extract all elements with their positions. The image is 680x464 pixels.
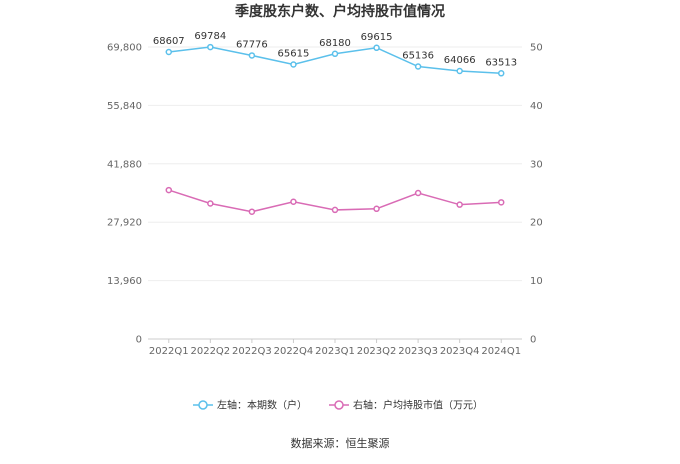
data-point (248, 52, 256, 59)
legend-label: 右轴：户均持股市值（万元） (353, 399, 483, 412)
x-axis-tick-label: 2022Q4 (274, 346, 314, 357)
right-axis-tick-label: 40 (530, 101, 543, 112)
x-axis-tick-label: 2022Q2 (190, 346, 230, 357)
data-point (207, 43, 214, 51)
x-axis-tick-label: 2023Q2 (357, 346, 397, 357)
data-point (207, 200, 214, 207)
left-axis-tick-label: 69,800 (107, 43, 142, 54)
data-label: 65136 (402, 51, 434, 62)
grid-lines (148, 46, 522, 340)
data-label: 69784 (194, 31, 226, 42)
data-point (456, 201, 463, 208)
legend-item-1[interactable]: 右轴：户均持股市值（万元） (329, 399, 483, 412)
x-axis-tick-label: 2023Q4 (440, 346, 480, 357)
data-point (497, 199, 505, 206)
x-axis-tick-label: 2022Q1 (149, 346, 189, 357)
data-point (165, 186, 173, 194)
data-label: 69615 (361, 32, 393, 43)
right-axis-tick-label: 50 (530, 43, 543, 54)
data-label: 68180 (319, 38, 351, 49)
x-axis-tick-label: 2023Q1 (315, 346, 355, 357)
chart-title: 季度股东户数、户均持股市值情况 (234, 3, 445, 20)
x-axis: 2022Q1 2022Q2 2022Q3 2022Q4 2023Q1 2023Q2 2023… (149, 339, 521, 357)
data-point (497, 70, 505, 77)
data-source: 数据来源：恒生聚源 (291, 436, 390, 450)
data-point (373, 44, 380, 52)
data-point (290, 61, 297, 68)
right-axis-tick-label: 0 (530, 335, 536, 346)
data-point (414, 63, 422, 70)
legend-item-0[interactable]: 左轴：本期数（户） (193, 399, 307, 412)
left-axis-tick-label: 41,880 (107, 159, 142, 170)
data-point (248, 208, 256, 215)
left-axis-tick-label: 0 (136, 335, 142, 346)
data-label: 68607 (153, 36, 185, 47)
left-axis-tick-label: 55,840 (107, 101, 142, 112)
x-axis-tick-label: 2024Q1 (481, 346, 521, 357)
x-axis-tick-label: 2023Q3 (398, 346, 438, 357)
data-label: 64066 (444, 55, 476, 66)
legend: 左轴：本期数（户） 右轴：户均持股市值（万元） (193, 399, 483, 412)
data-point (290, 198, 297, 206)
data-label: 63513 (485, 57, 517, 68)
legend-swatch-marker (334, 400, 344, 410)
legend-label: 左轴：本期数（户） (217, 399, 307, 412)
legend-swatch-marker (198, 400, 208, 410)
right-axis-tick-label: 10 (530, 276, 543, 287)
data-point (373, 205, 380, 213)
x-axis-tick-label: 2022Q3 (232, 346, 272, 357)
data-label: 65615 (278, 49, 310, 60)
left-axis-tick-label: 27,920 (107, 218, 142, 229)
right-axis-tick-label: 20 (530, 218, 543, 229)
data-point (456, 67, 463, 75)
series-layer: 68607 69784 67776 65615 68180 69615 65136 64066… (153, 31, 517, 215)
left-axis: 0 13,960 27,920 41,880 55,840 69,800 (107, 43, 142, 346)
data-label: 67776 (236, 39, 268, 50)
right-axis: 0 10 20 30 40 50 (530, 43, 543, 346)
left-axis-tick-label: 13,960 (107, 276, 142, 287)
data-point (414, 189, 422, 197)
data-point (331, 206, 339, 214)
right-axis-tick-label: 30 (530, 159, 543, 170)
data-point (331, 50, 339, 58)
data-point (165, 48, 173, 56)
